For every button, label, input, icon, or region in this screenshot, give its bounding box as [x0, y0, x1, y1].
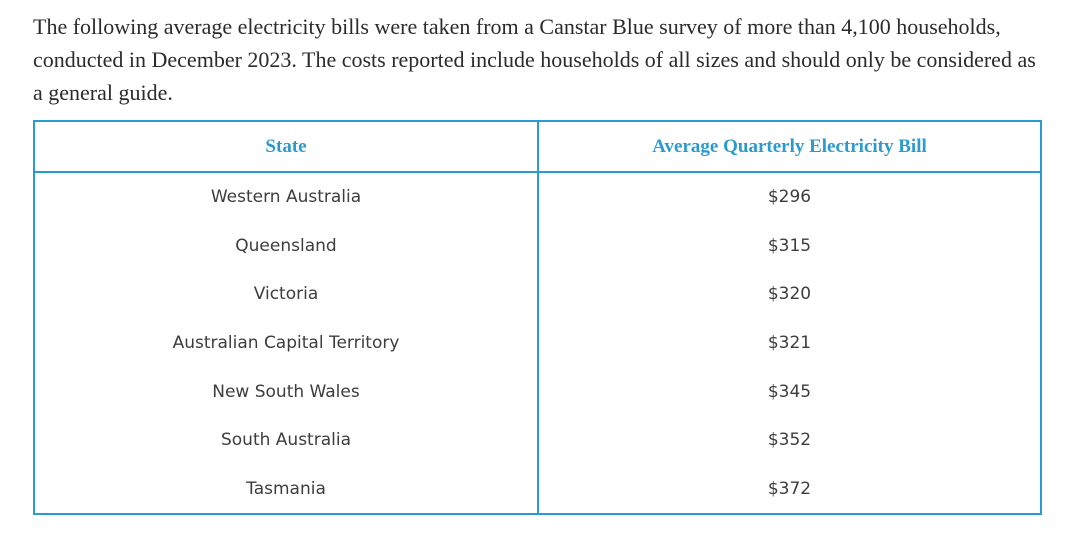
state-cell: South Australia: [35, 415, 539, 465]
state-cell: Western Australia: [35, 172, 539, 222]
table-row: Victoria $320: [35, 270, 1040, 319]
table-row: South Australia $352: [35, 415, 1040, 465]
table-row: Australian Capital Territory $321: [35, 318, 1040, 368]
table-row: Queensland $315: [35, 221, 1040, 271]
bill-cell: $296: [767, 187, 812, 208]
state-cell: Queensland: [35, 221, 539, 271]
state-cell: Australian Capital Territory: [35, 318, 539, 368]
header-row: State Average Quarterly Electricity Bill: [35, 122, 1040, 173]
table-row: Tasmania $372: [35, 464, 1040, 514]
table-row: New South Wales $345: [35, 367, 1040, 416]
intro-paragraph: The following average electricity bills …: [33, 14, 1036, 105]
bill-cell: $315: [767, 235, 812, 256]
bill-cell: $320: [767, 284, 812, 305]
state-cell: Victoria: [35, 270, 539, 319]
electricity-bill-table: State Average Quarterly Electricity Bill…: [33, 120, 1042, 516]
table-body: Western Australia $296 Queensland $315 V…: [35, 172, 1040, 514]
state-cell: New South Wales: [35, 367, 539, 416]
table-header: State Average Quarterly Electricity Bill: [35, 122, 1040, 173]
bill-cell: $352: [767, 430, 812, 451]
state-cell: Tasmania: [35, 464, 539, 514]
header-state: State: [35, 122, 539, 173]
bill-cell: $372: [767, 478, 812, 499]
table-row: Western Australia $296: [35, 172, 1040, 222]
header-average-bill: Average Quarterly Electricity Bill: [538, 122, 1040, 173]
bill-cell: $345: [767, 381, 812, 402]
bill-cell: $321: [767, 333, 812, 354]
data-table: State Average Quarterly Electricity Bill…: [35, 122, 1040, 514]
